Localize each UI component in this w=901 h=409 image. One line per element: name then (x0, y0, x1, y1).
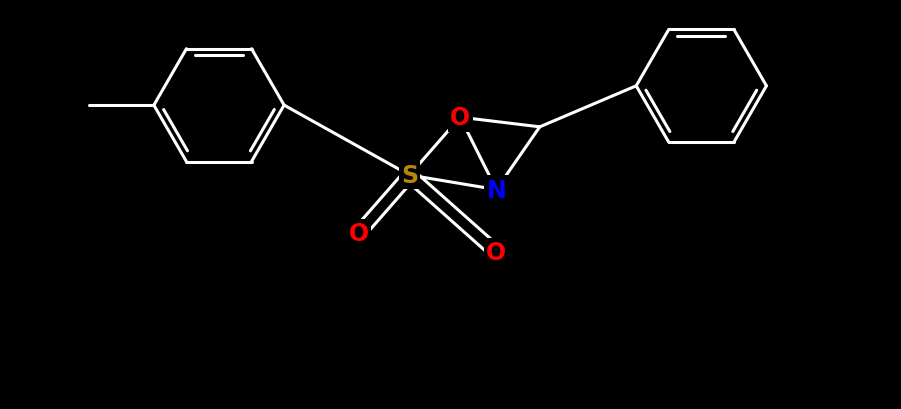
Text: N: N (487, 178, 506, 202)
Text: S: S (401, 164, 418, 188)
Text: O: O (450, 106, 470, 130)
Text: O: O (349, 221, 369, 245)
Text: O: O (487, 240, 506, 265)
